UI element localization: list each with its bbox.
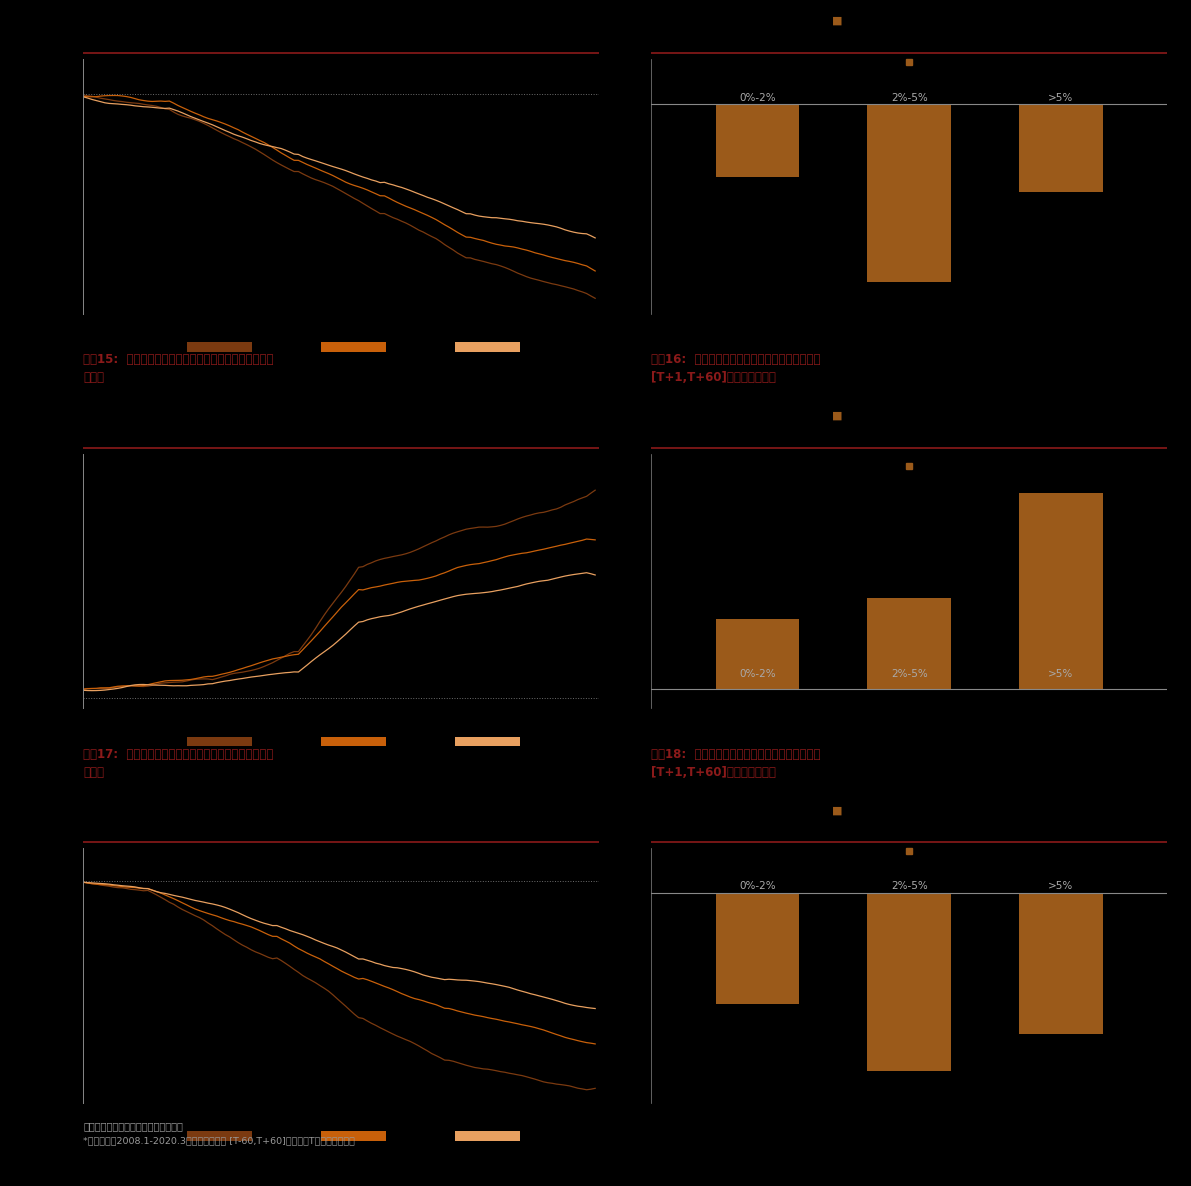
Text: 2%-5%: 2%-5% bbox=[891, 93, 928, 103]
Text: >5%: >5% bbox=[1048, 93, 1073, 103]
Text: 2%-5%: 2%-5% bbox=[891, 669, 928, 680]
Bar bbox=[1019, 104, 1103, 192]
Text: 图表18:  不同外资持仓比例的个股发布业绩坏消息
[T+1,T+60]日累计超额收益: 图表18: 不同外资持仓比例的个股发布业绩坏消息 [T+1,T+60]日累计超额… bbox=[651, 747, 821, 779]
Text: 0%-2%: 0%-2% bbox=[740, 881, 775, 891]
Bar bbox=[867, 893, 950, 1071]
Bar bbox=[716, 104, 799, 177]
Text: 0%-2%: 0%-2% bbox=[740, 93, 775, 103]
Text: 资料来源：万得资讯、中金公司研究部: 资料来源：万得资讯、中金公司研究部 bbox=[83, 1121, 183, 1130]
Text: >5%: >5% bbox=[1048, 881, 1073, 891]
Bar bbox=[867, 104, 950, 282]
Text: 图表17:  不同外资持仓比例的个股发布业绩坏消息累计超
额收益: 图表17: 不同外资持仓比例的个股发布业绩坏消息累计超 额收益 bbox=[83, 747, 274, 779]
Text: 2%-5%: 2%-5% bbox=[891, 881, 928, 891]
Text: ■: ■ bbox=[831, 805, 842, 815]
Text: *时间区间为2008.1-2020.3，业绩窗口期为 [T-60,T+60]交易日，T为业绩发布当日: *时间区间为2008.1-2020.3，业绩窗口期为 [T-60,T+60]交易… bbox=[83, 1136, 355, 1146]
Bar bbox=[1019, 893, 1103, 1034]
Bar bbox=[716, 893, 799, 1005]
Bar bbox=[716, 619, 799, 689]
Text: ■: ■ bbox=[831, 410, 842, 421]
Text: >5%: >5% bbox=[1048, 669, 1073, 680]
Text: ■: ■ bbox=[831, 17, 842, 26]
Bar bbox=[1019, 493, 1103, 689]
Text: 图表15:  不同外资持仓比例的个股发布业绩好消息累计超
额收益: 图表15: 不同外资持仓比例的个股发布业绩好消息累计超 额收益 bbox=[83, 353, 274, 384]
Bar bbox=[867, 599, 950, 689]
Text: 图表16:  不同外资持仓比例的个股发布业绩好消息
[T+1,T+60]日累计超额收益: 图表16: 不同外资持仓比例的个股发布业绩好消息 [T+1,T+60]日累计超额… bbox=[651, 353, 821, 384]
Text: 0%-2%: 0%-2% bbox=[740, 669, 775, 680]
